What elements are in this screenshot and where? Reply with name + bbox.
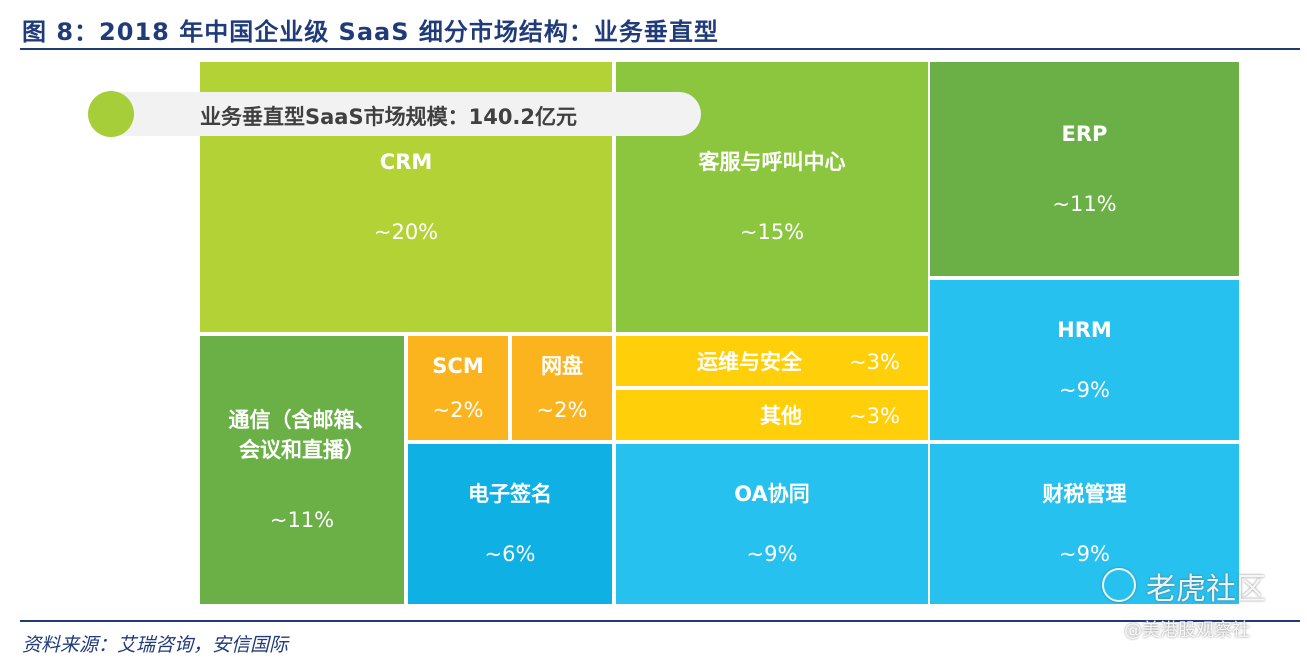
- treemap-cell-rect: [408, 336, 508, 440]
- watermark-logo-icon: [1102, 568, 1136, 602]
- treemap-cell-rect: [930, 280, 1239, 440]
- title-rule: [20, 48, 1300, 50]
- watermark: 老虎社区 @美港股观察社: [1102, 562, 1292, 642]
- treemap-cell-label: 通信（含邮箱、: [229, 408, 376, 432]
- treemap-cell-label: 其他: [760, 404, 802, 428]
- treemap-cell-label: 电子签名: [468, 482, 552, 506]
- treemap-cell-label: 客服与呼叫中心: [699, 150, 846, 174]
- treemap-cell-rect: [408, 444, 612, 604]
- treemap-cell-value: ~2%: [433, 398, 484, 422]
- treemap-cell: HRM ~9%: [930, 280, 1239, 440]
- treemap-cell-label: 运维与安全: [697, 350, 803, 374]
- treemap-cell: 财税管理 ~9%: [930, 444, 1239, 604]
- treemap-cell-value: ~3%: [849, 350, 900, 374]
- watermark-sub: @美港股观察社: [1124, 620, 1250, 641]
- treemap-cell-label: OA协同: [734, 482, 810, 506]
- treemap-cell-value: ~9%: [1059, 378, 1110, 402]
- figure-title: 图 8：2018 年中国企业级 SaaS 细分市场结构：业务垂直型: [22, 18, 719, 46]
- treemap-cell-label: 财税管理: [1043, 482, 1127, 506]
- market-size-badge: [98, 92, 701, 136]
- treemap-cell-rect: [616, 336, 928, 386]
- source-note: 资料来源：艾瑞咨询，安信国际: [22, 634, 289, 656]
- treemap-cell-label: SCM: [432, 354, 483, 378]
- treemap-cell-value: ~2%: [537, 398, 588, 422]
- treemap-cell-value: ~3%: [849, 404, 900, 428]
- treemap-cell: 通信（含邮箱、会议和直播） ~11%: [200, 336, 404, 604]
- treemap-cell-value: ~9%: [1059, 542, 1110, 566]
- treemap-cell-rect: [930, 62, 1239, 276]
- treemap-cell: ERP ~11%: [930, 62, 1239, 276]
- source-rule: [20, 620, 1300, 622]
- treemap-cell-value: ~9%: [747, 542, 798, 566]
- treemap-cell: OA协同 ~9%: [616, 444, 928, 604]
- treemap-cell-label: 会议和直播）: [239, 438, 365, 462]
- treemap-cell: SCM ~2%: [408, 336, 508, 440]
- treemap-cell-value: ~11%: [1052, 192, 1116, 216]
- treemap-cell: 网盘 ~2%: [512, 336, 612, 440]
- treemap-cell-value: ~20%: [374, 220, 438, 244]
- treemap-cell: 运维与安全 ~3%: [616, 336, 928, 386]
- treemap-cell-value: ~15%: [740, 220, 804, 244]
- treemap-cell-value: ~6%: [485, 542, 536, 566]
- treemap-cell-label: ERP: [1062, 122, 1108, 146]
- treemap-cell-label: CRM: [380, 150, 432, 174]
- treemap-cell: 电子签名 ~6%: [408, 444, 612, 604]
- treemap-cell: 其他 ~3%: [616, 390, 928, 440]
- market-size-label: 业务垂直型SaaS市场规模：140.2亿元: [200, 105, 578, 129]
- treemap-cell-rect: [200, 336, 404, 604]
- treemap-cell-rect: [616, 390, 928, 440]
- treemap-cell-label: 网盘: [541, 354, 583, 378]
- treemap-cell-value: ~11%: [270, 508, 334, 532]
- treemap-cell-label: HRM: [1057, 318, 1112, 342]
- treemap-cell-rect: [930, 444, 1239, 604]
- treemap-cell-rect: [512, 336, 612, 440]
- badge-dot-icon: [88, 91, 134, 137]
- treemap-cell-rect: [616, 444, 928, 604]
- watermark-main: 老虎社区: [1146, 572, 1266, 607]
